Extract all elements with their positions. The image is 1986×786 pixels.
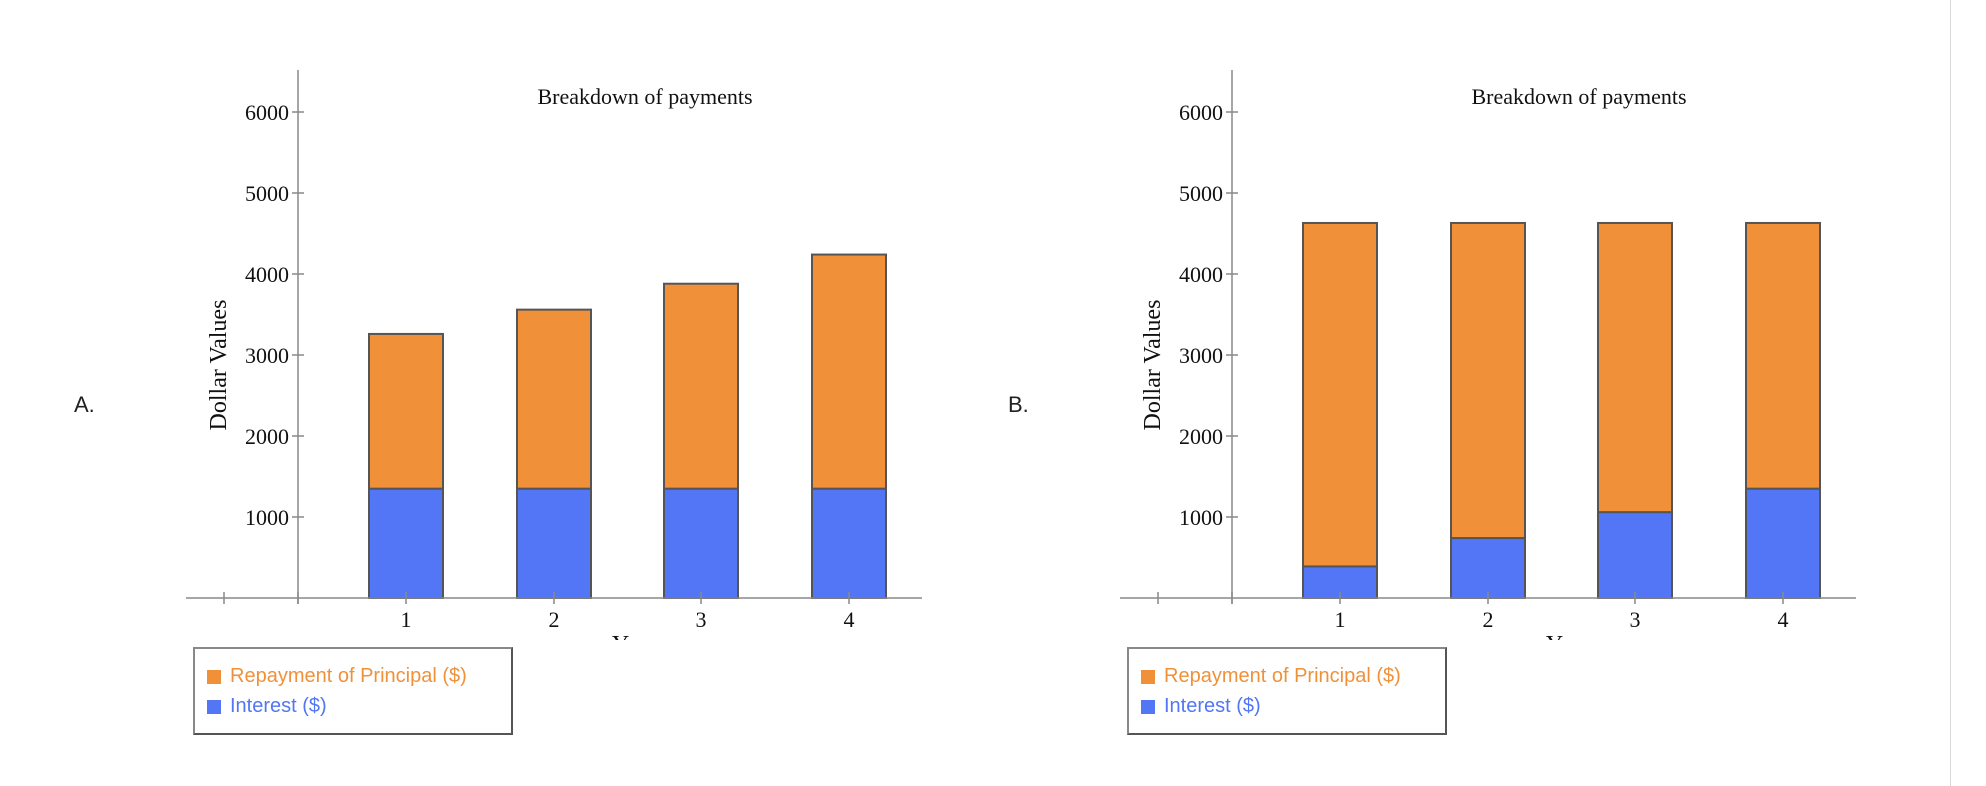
y-tick-label: 2000 (1179, 424, 1223, 449)
x-tick-label: 3 (1630, 607, 1641, 632)
legend-item-interest: Interest ($) (207, 695, 327, 718)
y-tick-label: 4000 (1179, 262, 1223, 287)
y-tick-label: 2000 (245, 424, 289, 449)
x-axis-title: Year (1546, 632, 1590, 640)
bar-principal (1302, 221, 1378, 568)
bar-interest (1597, 511, 1673, 600)
bar-interest (368, 487, 444, 599)
legend-label-principal: Repayment of Principal ($) (230, 665, 467, 687)
bar-principal (368, 332, 444, 490)
y-axis-title: Dollar Values (206, 300, 232, 431)
chart-b-legend: Repayment of Principal ($) Interest ($) (1127, 647, 1447, 735)
y-tick-label: 4000 (245, 262, 289, 287)
bar-principal (1745, 221, 1821, 490)
y-tick-label: 5000 (245, 181, 289, 206)
bar-principal (663, 282, 739, 490)
legend-swatch-principal (1141, 669, 1155, 684)
x-tick-label: 3 (696, 607, 707, 632)
x-tick-label: 2 (549, 607, 560, 632)
chart-a-legend: Repayment of Principal ($) Interest ($) (193, 647, 513, 735)
bar-interest (1450, 537, 1526, 599)
bar-principal (1450, 221, 1526, 540)
bar-interest (811, 487, 887, 599)
y-tick-label: 6000 (1179, 100, 1223, 125)
y-tick-label: 3000 (245, 343, 289, 368)
legend-label-interest: Interest ($) (1164, 695, 1261, 717)
chart-a: Breakdown of payments 1 2 3 4 1000 2000 3000 400… (186, 70, 922, 640)
bar-interest (1745, 487, 1821, 599)
chart-title: Breakdown of payments (1471, 84, 1686, 109)
bar-principal (516, 308, 592, 490)
x-axis-title: Year (612, 632, 656, 640)
y-tick-label: 1000 (1179, 505, 1223, 530)
x-tick-label: 1 (401, 607, 412, 632)
bar-interest (663, 487, 739, 599)
x-tick-label: 2 (1483, 607, 1494, 632)
y-tick-label: 3000 (1179, 343, 1223, 368)
bar-interest (516, 487, 592, 599)
bar-principal (1597, 221, 1673, 514)
y-axis-title: Dollar Values (1140, 300, 1166, 431)
x-tick-label: 1 (1335, 607, 1346, 632)
legend-item-principal: Repayment of Principal ($) (1141, 665, 1401, 688)
y-tick-label: 1000 (245, 505, 289, 530)
legend-item-interest: Interest ($) (1141, 695, 1261, 718)
x-tick-label: 4 (1778, 607, 1789, 632)
bar-principal (811, 253, 887, 490)
page-edge-divider (1950, 0, 1951, 786)
option-b-label: B. (1008, 392, 1029, 417)
legend-label-interest: Interest ($) (230, 695, 327, 717)
legend-swatch-interest (207, 699, 221, 714)
y-tick-label: 6000 (245, 100, 289, 125)
legend-swatch-interest (1141, 699, 1155, 714)
legend-item-principal: Repayment of Principal ($) (207, 665, 467, 688)
y-tick-label: 5000 (1179, 181, 1223, 206)
chart-title: Breakdown of payments (537, 84, 752, 109)
legend-label-principal: Repayment of Principal ($) (1164, 665, 1401, 687)
x-tick-label: 4 (844, 607, 855, 632)
chart-b: Breakdown of payments 1 2 3 4 1000 2000 3000 400… (1120, 70, 1856, 640)
legend-swatch-principal (207, 669, 221, 684)
option-a-label: A. (74, 392, 95, 417)
